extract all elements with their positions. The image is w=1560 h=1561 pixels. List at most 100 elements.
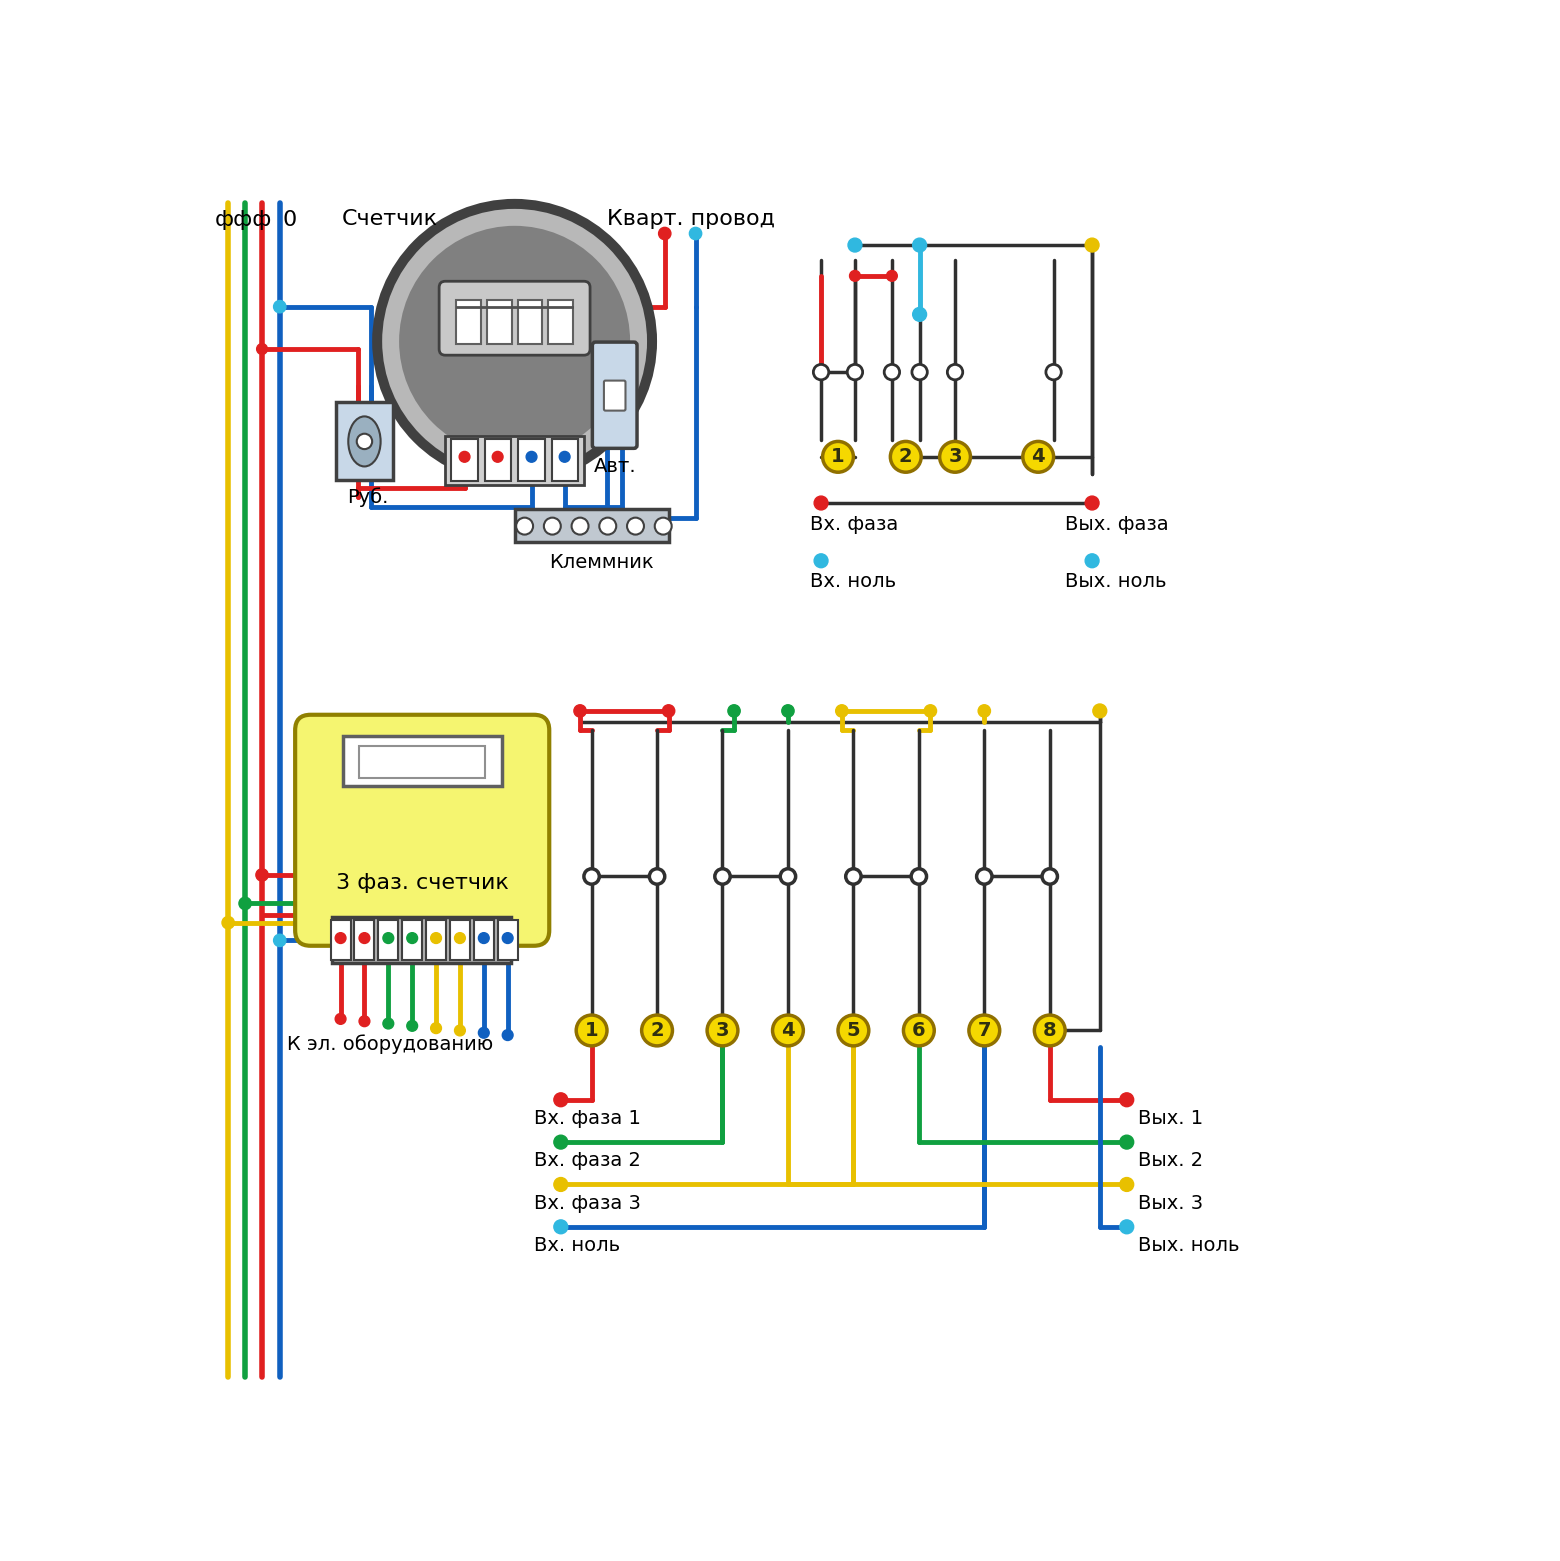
Circle shape xyxy=(814,496,828,510)
Circle shape xyxy=(583,869,599,884)
FancyBboxPatch shape xyxy=(295,715,549,946)
Circle shape xyxy=(1086,554,1100,568)
Circle shape xyxy=(658,228,671,240)
Circle shape xyxy=(273,933,285,946)
Circle shape xyxy=(335,932,346,943)
Circle shape xyxy=(493,451,502,462)
Circle shape xyxy=(714,869,730,884)
Text: Клеммник: Клеммник xyxy=(549,553,654,571)
Circle shape xyxy=(813,364,828,379)
Circle shape xyxy=(913,239,927,251)
Text: 3: 3 xyxy=(948,448,963,467)
Circle shape xyxy=(558,451,569,462)
Text: Счетчик: Счетчик xyxy=(342,209,437,229)
Circle shape xyxy=(407,932,418,943)
Circle shape xyxy=(969,1015,1000,1046)
Circle shape xyxy=(838,1015,869,1046)
Circle shape xyxy=(850,270,860,281)
Circle shape xyxy=(574,704,587,716)
Text: Вх. фаза: Вх. фаза xyxy=(810,515,897,534)
Circle shape xyxy=(1045,364,1061,379)
Circle shape xyxy=(373,198,657,484)
Text: Авт.: Авт. xyxy=(593,457,636,476)
Circle shape xyxy=(1023,442,1053,473)
Circle shape xyxy=(847,364,863,379)
Circle shape xyxy=(1042,869,1058,884)
Circle shape xyxy=(239,898,251,910)
Circle shape xyxy=(978,704,991,716)
Circle shape xyxy=(814,554,828,568)
Circle shape xyxy=(772,1015,803,1046)
Circle shape xyxy=(407,1021,418,1032)
FancyBboxPatch shape xyxy=(604,381,626,411)
Circle shape xyxy=(1094,704,1106,718)
Text: Кварт. провод: Кварт. провод xyxy=(607,209,775,229)
FancyBboxPatch shape xyxy=(354,921,374,960)
Circle shape xyxy=(599,518,616,534)
Circle shape xyxy=(502,932,513,943)
FancyBboxPatch shape xyxy=(485,439,510,481)
Circle shape xyxy=(911,869,927,884)
Circle shape xyxy=(782,704,794,716)
Circle shape xyxy=(885,364,900,379)
Circle shape xyxy=(256,869,268,880)
Text: Вых. 2: Вых. 2 xyxy=(1139,1152,1203,1171)
Circle shape xyxy=(1120,1177,1134,1191)
Circle shape xyxy=(382,932,393,943)
FancyBboxPatch shape xyxy=(332,918,510,963)
Circle shape xyxy=(1120,1093,1134,1107)
Circle shape xyxy=(382,1018,393,1029)
Text: Вх. фаза 2: Вх. фаза 2 xyxy=(534,1152,641,1171)
Text: 4: 4 xyxy=(782,1021,794,1040)
FancyBboxPatch shape xyxy=(343,735,501,787)
Text: 2: 2 xyxy=(651,1021,665,1040)
Circle shape xyxy=(707,1015,738,1046)
Circle shape xyxy=(359,932,370,943)
Ellipse shape xyxy=(348,417,381,467)
Circle shape xyxy=(222,916,234,929)
Circle shape xyxy=(399,226,630,457)
Text: Вых. 1: Вых. 1 xyxy=(1139,1108,1203,1129)
Circle shape xyxy=(947,364,963,379)
Text: 7: 7 xyxy=(978,1021,991,1040)
Circle shape xyxy=(1086,496,1100,510)
FancyBboxPatch shape xyxy=(440,281,590,356)
FancyBboxPatch shape xyxy=(456,300,480,343)
Circle shape xyxy=(649,869,665,884)
Circle shape xyxy=(1120,1135,1134,1149)
Circle shape xyxy=(454,932,465,943)
Text: 3 фаз. счетчик: 3 фаз. счетчик xyxy=(335,873,509,893)
Circle shape xyxy=(1034,1015,1065,1046)
FancyBboxPatch shape xyxy=(552,439,577,481)
Text: 8: 8 xyxy=(1044,1021,1056,1040)
Text: Руб.: Руб. xyxy=(348,487,388,507)
Circle shape xyxy=(627,518,644,534)
FancyBboxPatch shape xyxy=(593,342,636,448)
Circle shape xyxy=(846,869,861,884)
FancyBboxPatch shape xyxy=(487,300,512,343)
Circle shape xyxy=(544,518,560,534)
Circle shape xyxy=(502,1030,513,1041)
FancyBboxPatch shape xyxy=(335,403,393,479)
Circle shape xyxy=(641,1015,672,1046)
Circle shape xyxy=(554,1177,568,1191)
Text: Вх. ноль: Вх. ноль xyxy=(534,1236,619,1255)
FancyBboxPatch shape xyxy=(379,921,398,960)
FancyBboxPatch shape xyxy=(426,921,446,960)
Circle shape xyxy=(913,364,927,379)
Circle shape xyxy=(554,1093,568,1107)
Circle shape xyxy=(526,451,537,462)
Circle shape xyxy=(924,704,936,716)
Text: 1: 1 xyxy=(585,1021,599,1040)
Circle shape xyxy=(357,434,373,450)
Circle shape xyxy=(359,1016,370,1027)
Circle shape xyxy=(836,704,849,716)
FancyBboxPatch shape xyxy=(359,746,485,777)
Circle shape xyxy=(977,869,992,884)
Text: Вых. ноль: Вых. ноль xyxy=(1065,573,1167,592)
Circle shape xyxy=(479,1027,490,1038)
Text: 1: 1 xyxy=(831,448,846,467)
FancyBboxPatch shape xyxy=(518,300,543,343)
Text: 4: 4 xyxy=(1031,448,1045,467)
Circle shape xyxy=(913,308,927,322)
